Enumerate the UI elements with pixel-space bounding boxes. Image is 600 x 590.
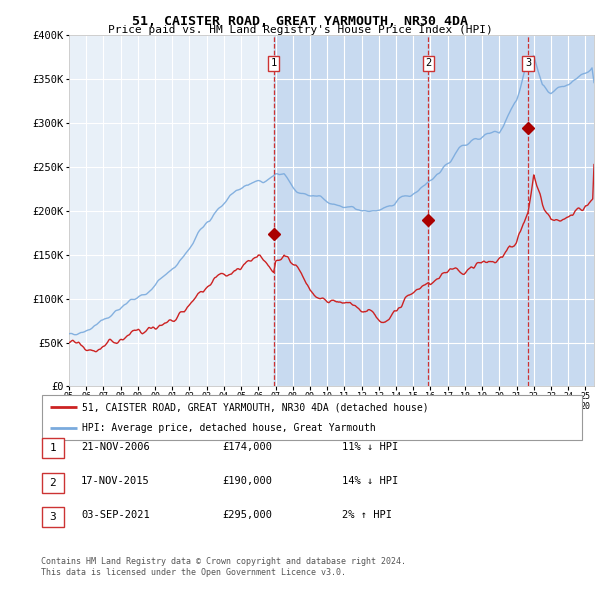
Text: 21-NOV-2006: 21-NOV-2006 [81, 442, 150, 451]
Text: 03-SEP-2021: 03-SEP-2021 [81, 510, 150, 520]
Text: 1: 1 [49, 444, 56, 453]
Text: £174,000: £174,000 [222, 442, 272, 451]
Text: £190,000: £190,000 [222, 476, 272, 486]
Text: 3: 3 [525, 58, 531, 68]
Text: 2% ↑ HPI: 2% ↑ HPI [342, 510, 392, 520]
Text: 51, CAISTER ROAD, GREAT YARMOUTH, NR30 4DA: 51, CAISTER ROAD, GREAT YARMOUTH, NR30 4… [132, 15, 468, 28]
Text: 17-NOV-2015: 17-NOV-2015 [81, 476, 150, 486]
Text: HPI: Average price, detached house, Great Yarmouth: HPI: Average price, detached house, Grea… [83, 424, 376, 434]
Text: £295,000: £295,000 [222, 510, 272, 520]
Text: 1: 1 [271, 58, 277, 68]
Text: 51, CAISTER ROAD, GREAT YARMOUTH, NR30 4DA (detached house): 51, CAISTER ROAD, GREAT YARMOUTH, NR30 4… [83, 402, 429, 412]
Bar [274, 35, 594, 386]
Text: This data is licensed under the Open Government Licence v3.0.: This data is licensed under the Open Gov… [41, 568, 346, 577]
Text: Price paid vs. HM Land Registry's House Price Index (HPI): Price paid vs. HM Land Registry's House … [107, 25, 493, 35]
Text: 2: 2 [49, 478, 56, 487]
Text: Contains HM Land Registry data © Crown copyright and database right 2024.: Contains HM Land Registry data © Crown c… [41, 557, 406, 566]
Text: 3: 3 [49, 512, 56, 522]
Text: 11% ↓ HPI: 11% ↓ HPI [342, 442, 398, 451]
Text: 14% ↓ HPI: 14% ↓ HPI [342, 476, 398, 486]
Text: 2: 2 [425, 58, 431, 68]
